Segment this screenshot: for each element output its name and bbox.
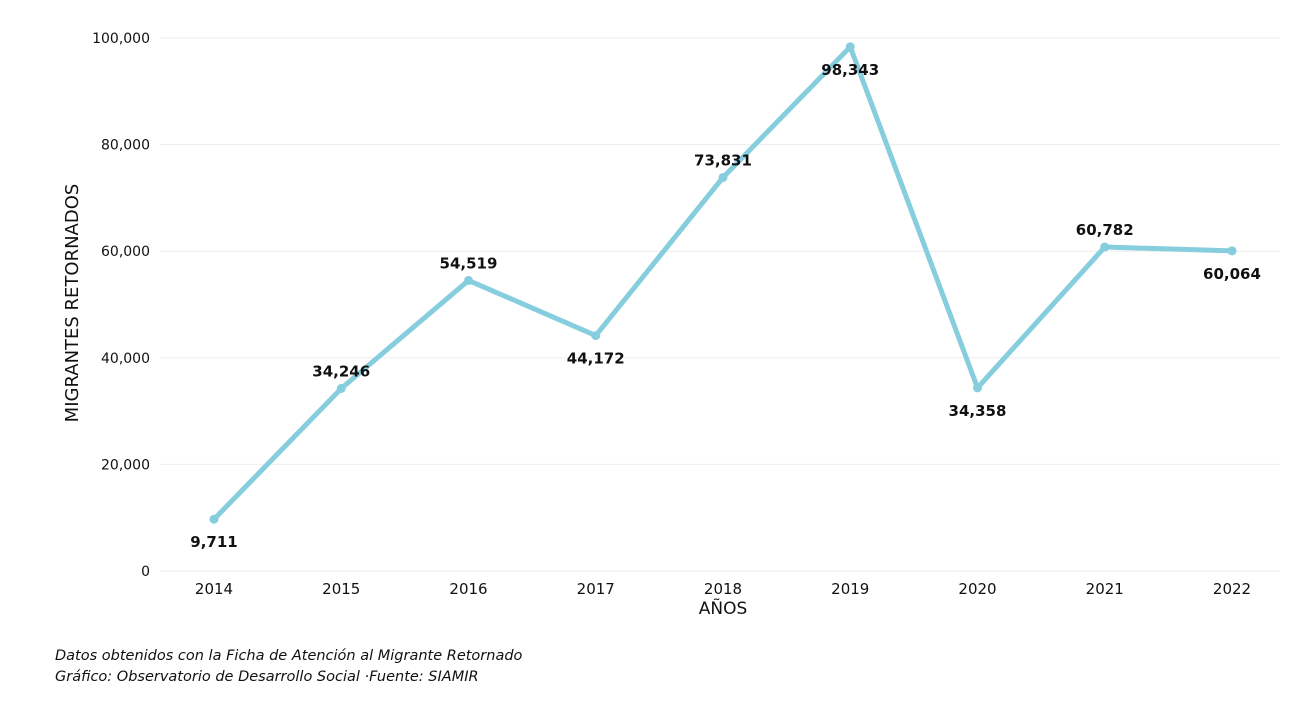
x-tick-label: 2014 <box>195 580 233 598</box>
data-point <box>591 331 601 341</box>
series-line <box>211 44 1235 522</box>
data-point <box>336 383 346 393</box>
data-points <box>209 42 1237 524</box>
y-axis-ticks: 0 20,000 40,000 60,000 80,000 100,000 <box>92 31 150 580</box>
data-point <box>1100 242 1110 252</box>
x-tick-label: 2018 <box>704 580 742 598</box>
y-tick-label: 20,000 <box>101 457 150 473</box>
data-label: 44,172 <box>567 350 625 368</box>
data-point <box>973 383 982 393</box>
x-tick-label: 2017 <box>577 580 615 598</box>
x-tick-label: 2022 <box>1213 580 1251 598</box>
x-tick-label: 2015 <box>322 580 360 598</box>
footnote-data-source: Datos obtenidos con la Ficha de Atención… <box>55 648 523 664</box>
data-label: 34,358 <box>949 402 1007 420</box>
data-point <box>718 172 728 182</box>
data-point <box>1227 246 1237 256</box>
data-label: 73,831 <box>694 151 752 169</box>
y-tick-label: 0 <box>141 564 150 580</box>
y-tick-label: 40,000 <box>101 351 150 367</box>
y-axis-title: MIGRANTES RETORNADOS <box>62 184 83 423</box>
x-axis-title: AÑOS <box>699 597 748 619</box>
x-tick-label: 2021 <box>1086 580 1124 598</box>
y-tick-label: 60,000 <box>101 244 150 260</box>
x-tick-label: 2016 <box>449 580 487 598</box>
x-tick-label: 2020 <box>958 580 996 598</box>
data-label: 34,246 <box>312 362 370 380</box>
x-tick-label: 2019 <box>831 580 869 598</box>
data-point <box>209 514 219 524</box>
data-point <box>845 42 855 52</box>
data-labels: 9,711 34,246 54,519 44,172 73,831 98,343 34,35… <box>190 61 1261 551</box>
data-label: 98,343 <box>821 61 879 79</box>
y-tick-label: 80,000 <box>101 138 150 154</box>
data-label: 60,064 <box>1203 265 1261 283</box>
data-label: 54,519 <box>440 254 498 272</box>
data-point <box>464 275 473 285</box>
data-label: 60,782 <box>1076 221 1134 239</box>
x-axis-ticks: 2014 2015 2016 2017 2018 2019 2020 2021 2022 <box>195 580 1251 598</box>
gridlines <box>160 37 1280 572</box>
data-label: 9,711 <box>190 533 237 551</box>
series-line-layer <box>211 44 1235 522</box>
y-tick-label: 100,000 <box>92 31 150 47</box>
footnote-credits: Gráfico: Observatorio de Desarrollo Soci… <box>55 669 479 685</box>
